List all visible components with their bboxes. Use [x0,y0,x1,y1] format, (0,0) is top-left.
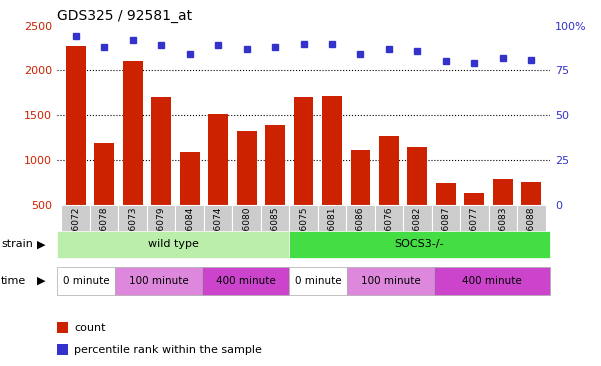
Text: 100 minute: 100 minute [129,276,189,286]
Bar [407,147,427,250]
Bar [202,267,289,295]
Bar [115,267,202,295]
Bar [151,97,171,250]
Bar [118,205,147,254]
Bar [460,205,489,254]
Bar [322,96,342,250]
Bar [289,231,550,258]
Text: ▶: ▶ [37,276,46,286]
Text: 400 minute: 400 minute [462,276,522,286]
Bar [180,152,200,250]
Text: GSM6085: GSM6085 [270,206,279,250]
Text: 100 minute: 100 minute [361,276,420,286]
Text: percentile rank within the sample: percentile rank within the sample [74,344,262,355]
Bar [265,125,285,250]
Bar [289,267,347,295]
Text: GSM6075: GSM6075 [299,206,308,250]
Bar [493,179,513,250]
Text: GSM6077: GSM6077 [470,206,479,250]
Bar [94,143,114,250]
Bar [346,205,374,254]
Bar [436,183,456,250]
Text: GDS325 / 92581_at: GDS325 / 92581_at [57,9,192,23]
Text: count: count [74,322,105,333]
Text: GSM6072: GSM6072 [71,206,80,250]
Bar [318,205,346,254]
Text: GSM6088: GSM6088 [527,206,536,250]
Bar [147,205,175,254]
Bar [522,182,542,250]
Text: GSM6086: GSM6086 [356,206,365,250]
Text: GSM6084: GSM6084 [185,206,194,250]
Bar [517,205,546,254]
Text: GSM6080: GSM6080 [242,206,251,250]
Bar [90,205,118,254]
Text: GSM6076: GSM6076 [385,206,394,250]
Bar [293,97,314,250]
Bar [204,205,233,254]
Bar [66,46,85,250]
Text: 400 minute: 400 minute [216,276,275,286]
Text: GSM6079: GSM6079 [157,206,165,250]
Bar [489,205,517,254]
Bar [347,267,434,295]
Bar [123,61,142,250]
Text: time: time [1,276,26,286]
Bar [237,131,257,250]
Bar [57,231,289,258]
Bar [374,205,403,254]
Bar [289,205,318,254]
Text: GSM6078: GSM6078 [100,206,109,250]
Text: GSM6083: GSM6083 [498,206,507,250]
Bar [261,205,289,254]
Text: GSM6073: GSM6073 [128,206,137,250]
Text: ▶: ▶ [37,239,46,249]
Bar [208,115,228,250]
Bar [233,205,261,254]
Bar [434,267,550,295]
Bar [465,193,484,250]
Text: 0 minute: 0 minute [63,276,109,286]
Bar [57,267,115,295]
Bar [175,205,204,254]
Text: GSM6082: GSM6082 [413,206,422,250]
Text: GSM6074: GSM6074 [213,206,222,250]
Bar [350,150,370,250]
Text: strain: strain [1,239,33,249]
Text: GSM6087: GSM6087 [442,206,450,250]
Text: 0 minute: 0 minute [294,276,341,286]
Bar [61,205,90,254]
Text: SOCS3-/-: SOCS3-/- [395,239,444,249]
Text: wild type: wild type [148,239,198,249]
Bar [403,205,432,254]
Bar [432,205,460,254]
Text: GSM6081: GSM6081 [328,206,337,250]
Bar [379,136,399,250]
